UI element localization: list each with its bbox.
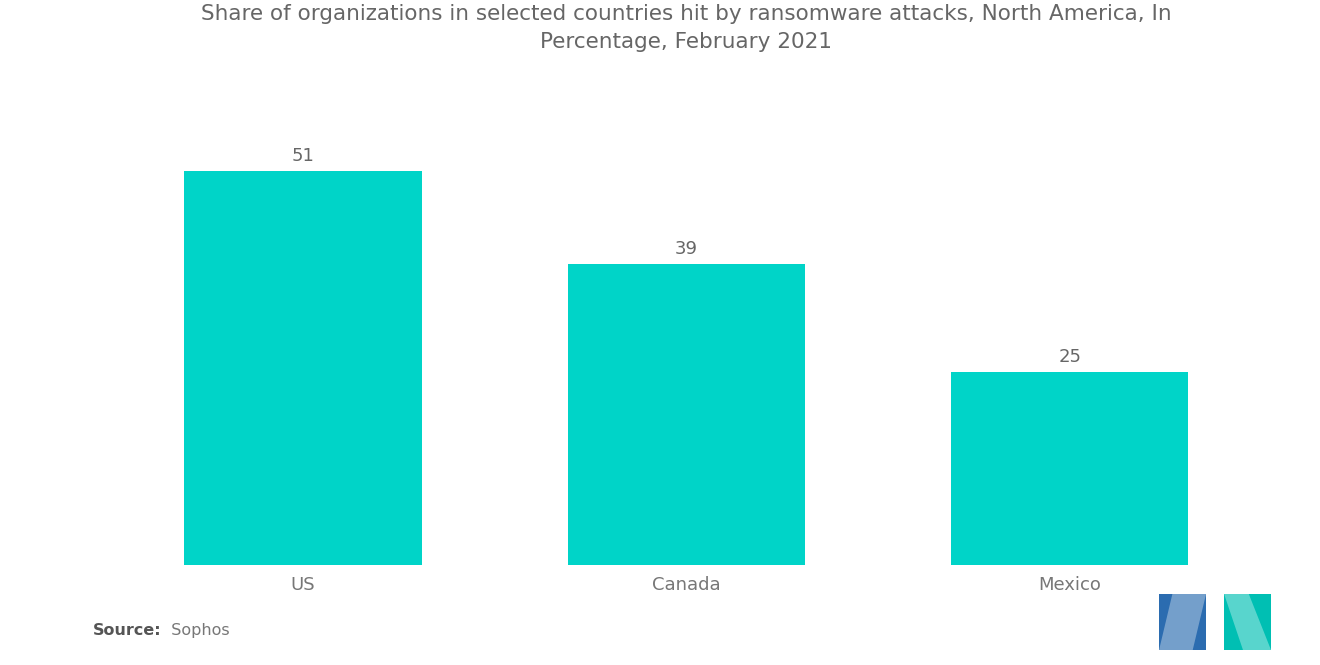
Text: 39: 39 bbox=[675, 240, 698, 258]
Text: Sophos: Sophos bbox=[161, 623, 230, 638]
Bar bbox=[185, 172, 422, 565]
Bar bbox=[950, 372, 1188, 565]
Polygon shape bbox=[1159, 594, 1206, 650]
Title: Share of organizations in selected countries hit by ransomware attacks, North Am: Share of organizations in selected count… bbox=[201, 3, 1172, 52]
Polygon shape bbox=[1224, 594, 1271, 650]
Text: 25: 25 bbox=[1059, 348, 1081, 366]
Text: Source:: Source: bbox=[92, 623, 161, 638]
Text: 51: 51 bbox=[292, 147, 314, 165]
Polygon shape bbox=[1159, 594, 1206, 650]
Bar bbox=[568, 264, 805, 565]
Polygon shape bbox=[1224, 594, 1271, 650]
